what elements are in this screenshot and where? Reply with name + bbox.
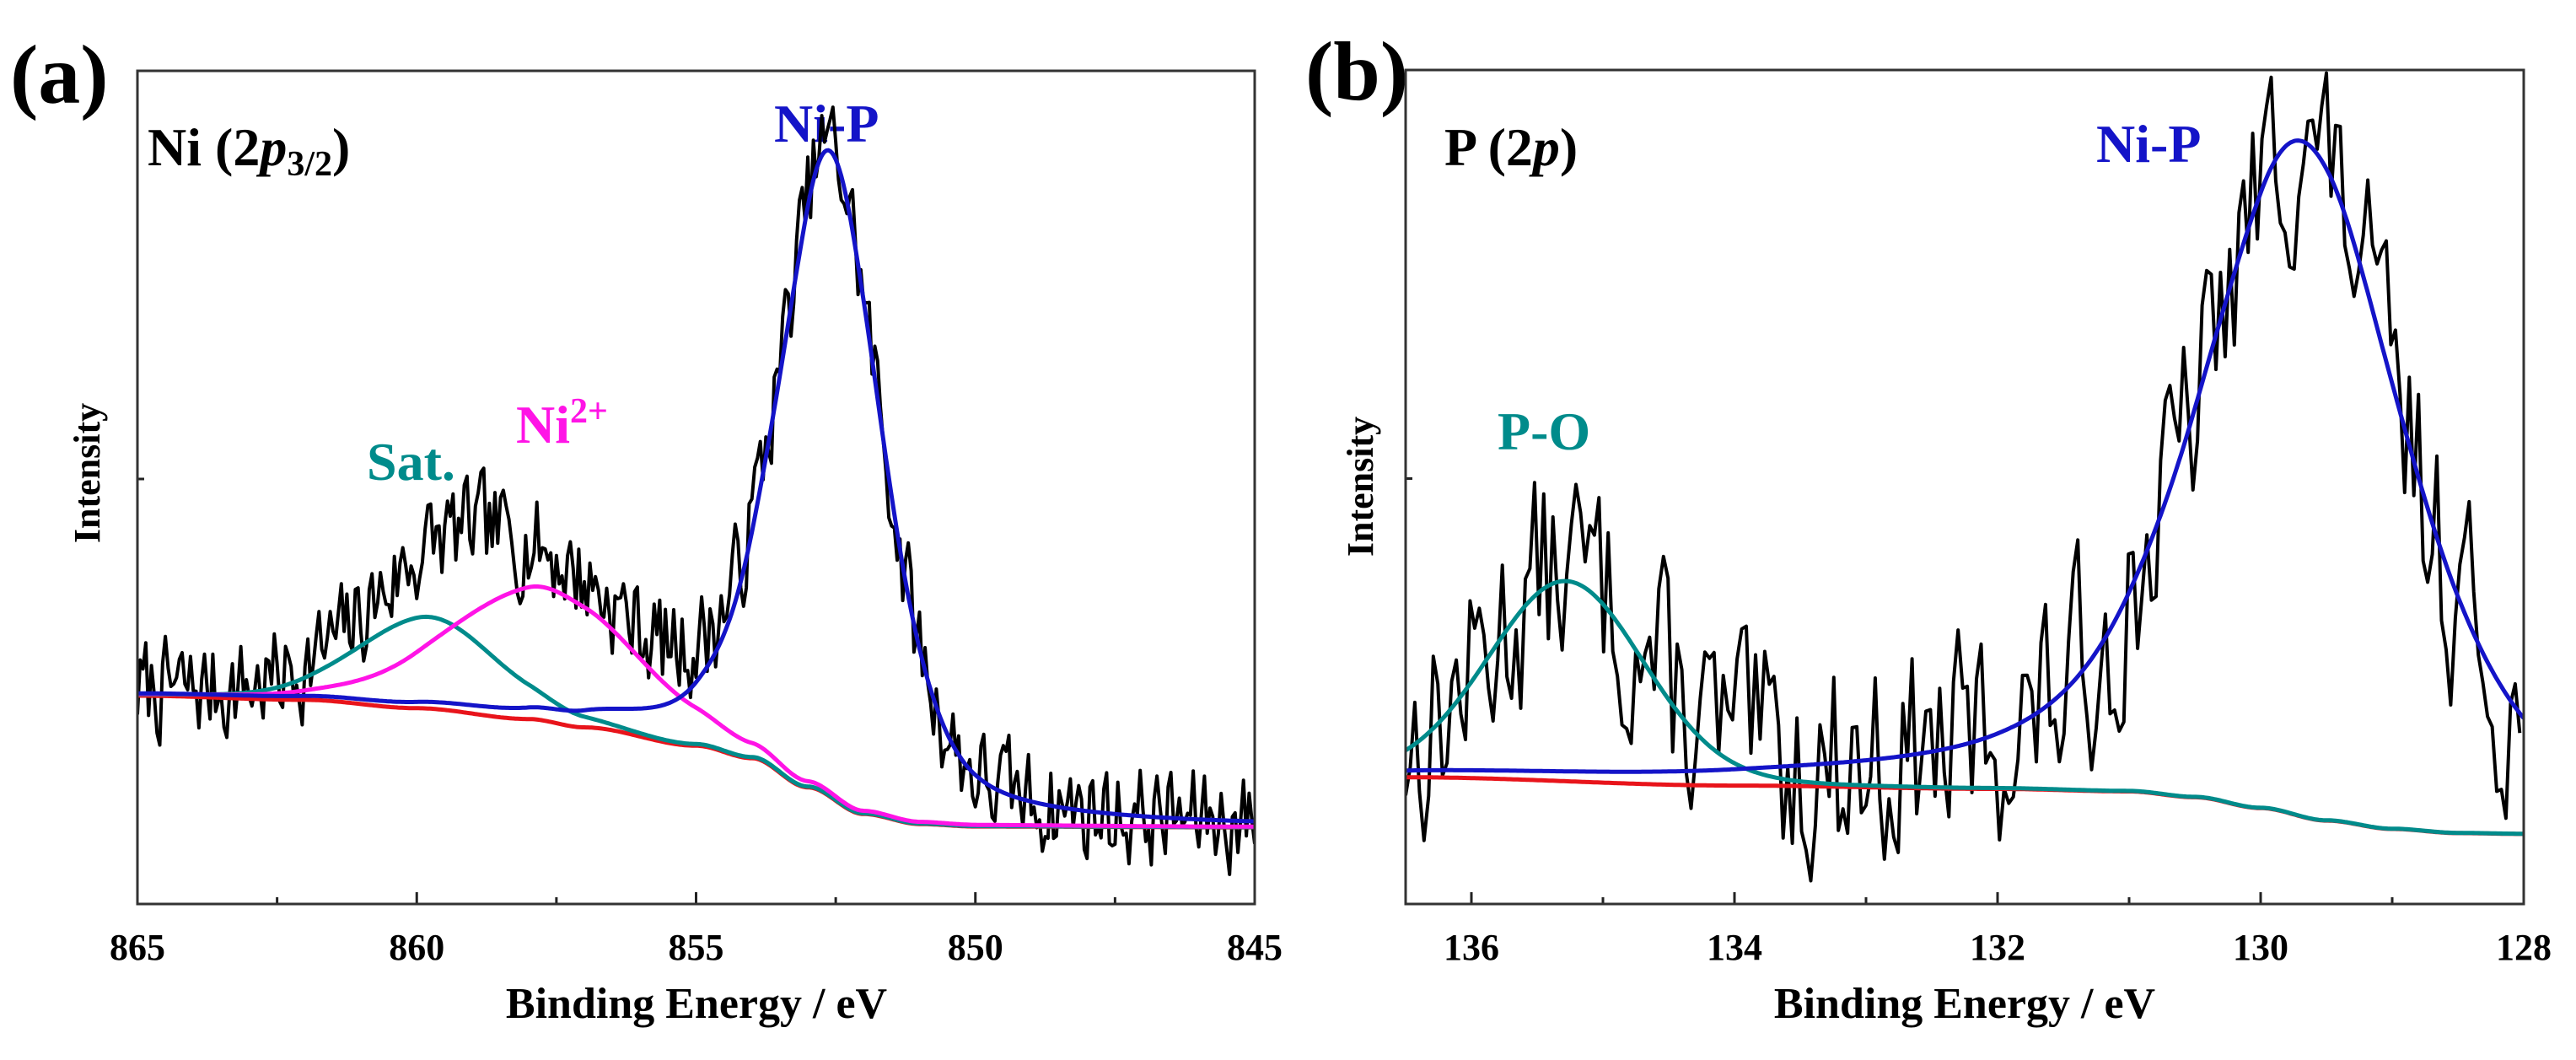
x-axis-label-a: Binding Energy / eV	[506, 980, 887, 1028]
panel-b-title: P (2p)	[1444, 117, 1578, 177]
x-tick-label: 132	[1970, 927, 2025, 968]
panel-a-ni-2p: (a) Ni (2p3/2) Ni-P Sat. Ni2+ Intensity …	[10, 28, 1283, 1028]
x-tick-label: 850	[948, 927, 1003, 968]
title-sub: 3/2	[287, 145, 332, 184]
panel-label-b: (b)	[1305, 24, 1408, 118]
x-tick-label: 128	[2496, 927, 2552, 968]
peak-label-sat: Sat.	[367, 432, 455, 492]
panel-label-a: (a)	[10, 28, 109, 121]
x-tick-labels-a: 865 860 855 850 845	[110, 927, 1283, 968]
x-tick-label: 130	[2233, 927, 2288, 968]
x-tick-label: 845	[1227, 927, 1283, 968]
panel-a-title: Ni (2p3/2)	[148, 117, 350, 184]
ni2-main: Ni	[516, 395, 570, 455]
panel-b-p-2p: (b) P (2p) Ni-P P-O Intensity Binding En…	[1305, 24, 2552, 1028]
raw-spectrum-line	[1406, 71, 2522, 883]
y-axis-label-b: Intensity	[1340, 417, 1381, 557]
fit-line-ni-p	[137, 148, 1255, 824]
x-tick-labels-b: 136 134 132 130 128	[1444, 927, 2552, 968]
title-italic: p	[1529, 117, 1560, 177]
plot-area-a	[136, 69, 1256, 906]
x-tick-label: 860	[389, 927, 444, 968]
peak-label-ni-p-b: Ni-P	[2096, 114, 2201, 174]
peak-label-ni-p: Ni-P	[774, 94, 879, 153]
plot-area-b	[1404, 68, 2525, 906]
plot-frame	[136, 69, 1256, 906]
fit-line-ni-p	[1406, 138, 2524, 774]
ni2-sup: 2+	[570, 392, 608, 431]
x-tick-label: 134	[1707, 927, 1762, 968]
title-italic: p	[255, 117, 287, 177]
background-line	[137, 693, 1255, 830]
x-tick-label: 865	[110, 927, 165, 968]
fit-line-p-o	[1406, 578, 2524, 837]
x-axis-label-b: Binding Energy / eV	[1774, 980, 2155, 1028]
fit-line-ni2-	[137, 584, 1255, 829]
title-close: )	[332, 117, 350, 177]
raw-spectrum-line	[137, 105, 1255, 876]
x-tick-label: 136	[1444, 927, 1499, 968]
plot-frame	[1404, 68, 2525, 906]
fit-line-sat-	[137, 614, 1255, 830]
title-main: P (2	[1444, 117, 1533, 177]
peak-label-p-o: P-O	[1498, 401, 1590, 461]
title-main: Ni (2	[148, 117, 260, 177]
y-axis-label-a: Intensity	[67, 403, 108, 543]
peak-label-ni2plus: Ni2+	[516, 392, 608, 455]
title-close: )	[1560, 117, 1578, 177]
x-tick-label: 855	[669, 927, 724, 968]
